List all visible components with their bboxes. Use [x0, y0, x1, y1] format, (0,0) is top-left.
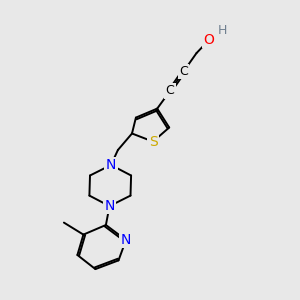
Text: N: N: [121, 233, 131, 247]
Text: O: O: [204, 33, 214, 47]
Text: N: N: [106, 158, 116, 172]
Text: H: H: [217, 23, 227, 37]
Text: C: C: [166, 84, 175, 98]
Text: C: C: [179, 65, 188, 78]
Text: S: S: [148, 135, 158, 148]
Text: N: N: [104, 199, 115, 213]
